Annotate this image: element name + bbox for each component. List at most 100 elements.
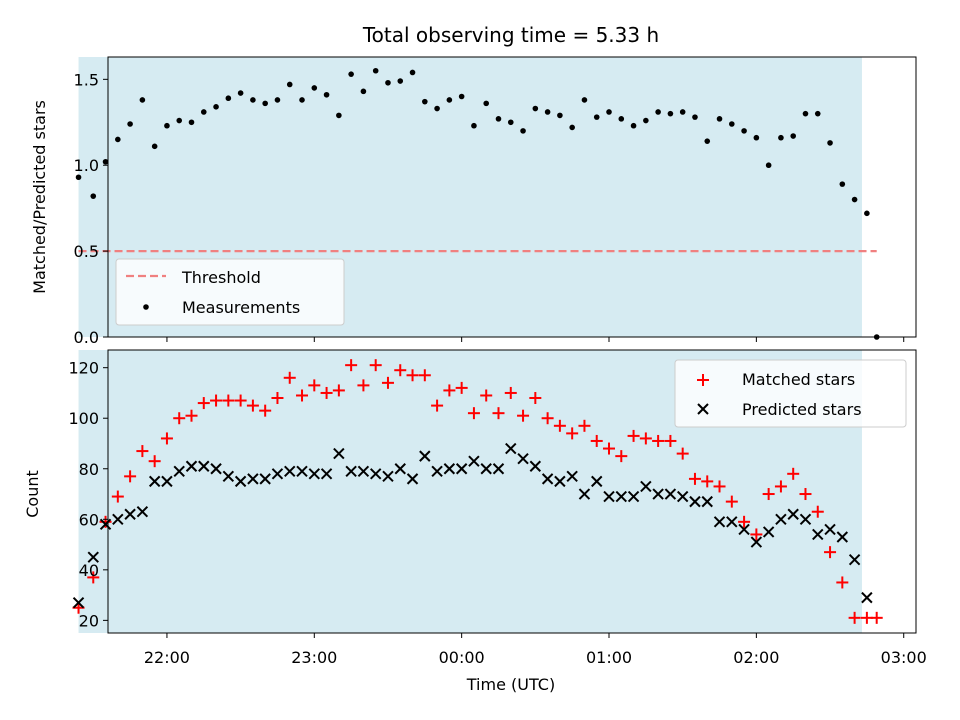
measurement-point: [90, 193, 97, 199]
matched-star-point: [332, 384, 345, 397]
predicted-star-point: [284, 465, 296, 477]
predicted-star-stroke: [848, 554, 861, 566]
matched-star-point: [431, 399, 444, 412]
predicted-star-point: [271, 468, 284, 480]
matched-star-point: [811, 505, 824, 518]
bottom-panel: 20 40 60 80 100 120 22:00 23:00 00:00 01:00 02:00 0…: [23, 349, 927, 694]
predicted-star-point: [259, 473, 271, 485]
predicted-star-stroke: [431, 465, 443, 477]
matched-star-point: [541, 412, 554, 425]
measurement-point: [213, 104, 219, 110]
measurement-point: [446, 97, 453, 103]
predicted-star-point: [112, 513, 124, 526]
y-tick-label: 40: [79, 561, 99, 580]
predicted-star-point: [541, 473, 554, 485]
measurement-point: [274, 97, 281, 103]
measurement-point: [569, 124, 575, 131]
measurement-point: [778, 134, 784, 141]
measurement-point: [581, 97, 588, 103]
predicted-star-point: [750, 536, 763, 548]
predicted-star-point: [455, 463, 468, 475]
matched-star-point: [590, 434, 603, 447]
predicted-star-stroke: [750, 536, 763, 548]
predicted-star-stroke: [161, 475, 173, 488]
measurement-point: [139, 97, 146, 103]
predicted-star-stroke: [468, 455, 480, 467]
predicted-star-stroke: [419, 450, 431, 462]
measurement-point: [606, 109, 612, 115]
x-tick-label: 23:00: [291, 648, 337, 667]
measurement-point: [323, 91, 330, 98]
predicted-star-point: [689, 495, 701, 508]
measurement-point: [164, 122, 170, 129]
measurement-point: [385, 79, 391, 86]
bottom-legend-box: [674, 359, 907, 428]
measurement-point: [458, 93, 465, 100]
predicted-star-point: [713, 516, 726, 528]
measurement-point: [864, 210, 870, 217]
bottom-panel-marks: [72, 359, 883, 624]
matched-star-point: [492, 407, 505, 420]
predicted-star-point: [234, 475, 247, 488]
measurement-point: [127, 121, 133, 127]
measurement-point: [495, 116, 502, 122]
predicted-star-stroke: [529, 460, 542, 472]
predicted-star-stroke: [284, 465, 296, 477]
matched-star-point: [124, 470, 137, 483]
predicted-star-stroke: [812, 528, 824, 541]
matched-star-point: [308, 379, 321, 392]
predicted-star-stroke: [406, 473, 419, 485]
measurement-point: [790, 133, 797, 139]
legend-matched-label: Matched stars: [742, 370, 855, 389]
matched-star-point: [713, 480, 726, 493]
measurement-point: [802, 110, 809, 117]
matched-star-point: [578, 419, 591, 432]
predicted-star-point: [222, 470, 235, 483]
predicted-star-stroke: [591, 475, 603, 488]
predicted-star-point: [124, 508, 136, 520]
legend-predicted-swatch: [697, 403, 709, 415]
measurement-point: [176, 117, 183, 124]
predicted-star-stroke: [357, 465, 370, 477]
y-tick-label: 1.5: [74, 70, 99, 89]
y-tick-label: 0.0: [74, 328, 99, 347]
predicted-star-point: [210, 463, 222, 475]
measurement-point: [299, 97, 305, 103]
matched-star-point: [173, 412, 186, 425]
y-tick-label: 120: [68, 359, 99, 378]
measurement-point: [237, 90, 244, 96]
legend-measurements-label: Measurements: [182, 298, 300, 317]
predicted-star-stroke: [394, 463, 406, 475]
predicted-star-stroke: [824, 523, 836, 536]
matched-star-point: [234, 394, 247, 407]
predicted-star-point: [148, 475, 161, 488]
predicted-star-stroke: [738, 523, 750, 536]
matched-star-point: [136, 445, 149, 458]
top-panel: 0.0 0.5 1.0 1.5 Matched/Predicted stars Thr…: [30, 56, 917, 347]
y-tick-label: 60: [79, 510, 99, 529]
measurement-point: [483, 100, 490, 107]
predicted-star-point: [775, 513, 787, 526]
predicted-star-stroke: [308, 468, 321, 480]
measurement-point: [827, 140, 833, 146]
predicted-star-point: [517, 452, 529, 465]
predicted-star-stroke: [492, 463, 505, 475]
measurement-point: [667, 110, 674, 117]
predicted-star-point: [161, 475, 173, 488]
predicted-star-stroke: [505, 442, 517, 455]
predicted-star-point: [136, 506, 149, 518]
predicted-star-stroke: [689, 495, 701, 508]
predicted-star-stroke: [726, 516, 738, 528]
measurement-point: [225, 95, 232, 102]
x-tick-label: 22:00: [144, 648, 190, 667]
measurement-point: [188, 119, 195, 126]
measurement-point: [679, 109, 686, 115]
predicted-star-stroke: [836, 531, 849, 543]
top-legend-box: [115, 258, 345, 326]
matched-star-point: [394, 364, 407, 377]
matched-star-point: [185, 409, 198, 422]
predicted-star-point: [664, 488, 677, 500]
measurement-point: [765, 162, 772, 169]
legend-predicted-label: Predicted stars: [742, 400, 862, 419]
predicted-star-point: [505, 442, 517, 455]
